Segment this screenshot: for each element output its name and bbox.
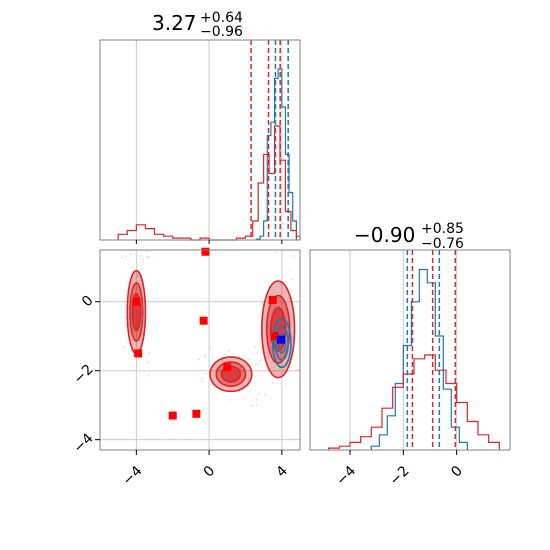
sample-dot [121,256,123,259]
sample-dot [147,361,149,364]
marginal-hist-param1 [99,39,301,244]
sample-dot [240,369,243,371]
title-param2-sub: −0.76 [421,236,464,252]
title-param1-sup: +0.64 [200,10,243,26]
x-tick-label: 4 [273,463,291,481]
sample-dot [258,393,260,395]
sample-dot [303,252,305,254]
sample-dot [142,261,144,263]
title-param1-value: 3.27 [152,11,197,35]
sample-dot [204,355,206,358]
x-tick-label: 0 [448,463,466,481]
sample-dot [297,369,299,372]
sample-dot [264,394,266,396]
sample-dot [303,372,305,374]
sample-dot [229,399,232,401]
scatter-point-red [132,297,141,306]
y-tick-label: −4 [71,430,97,456]
sample-dot [212,380,215,382]
sample-dot [291,297,294,300]
contour-level-3-1 [274,325,289,361]
sample-dot [272,382,275,384]
sample-dot [125,255,127,258]
y-tick-label: 0 [79,293,97,311]
sample-dot [284,384,287,387]
scatter-point-red [192,409,201,418]
marginal-hist-param2: −4 −2 0 [309,249,511,489]
x-tick-label: −2 [387,463,413,489]
sample-dot [255,363,257,366]
scatter-point-red [201,247,210,256]
sample-dot [209,347,211,350]
sample-dot [257,363,260,365]
sample-dot [123,346,126,349]
scatter-point-red [199,316,208,325]
sample-dot [283,370,286,372]
sample-dot [247,377,250,380]
sample-dot [227,350,230,352]
sample-dot [256,398,259,401]
panel1-frame [99,39,301,241]
sample-dot [275,252,277,254]
sample-dot [201,378,204,380]
sample-dot [248,358,251,361]
sample-dot [146,255,148,258]
sample-dot [133,369,135,371]
scatter-point-red [168,411,177,420]
sample-dot [147,374,150,377]
density-regions [121,250,305,407]
sample-dot [220,359,223,362]
hist-step-series-1 [117,125,297,241]
sample-dot [243,397,245,400]
sample-dot [140,255,142,257]
sample-dot [147,257,150,259]
sample-dot [129,253,132,255]
panel3-frame [309,249,511,451]
sample-dot [291,278,294,281]
sample-dot [137,275,139,277]
sample-dot [239,365,241,368]
scatter-point-red [134,349,143,358]
sample-dot [255,404,258,406]
y-tick-label: −2 [71,361,97,387]
sample-dot [254,346,256,348]
panel2-frame [99,249,301,451]
sample-dot [142,258,144,261]
scatter-point-red [268,296,277,304]
sample-dot [290,289,293,291]
sample-dot [259,359,261,362]
title-param2-sup: +0.85 [421,221,464,237]
sample-dot [289,269,291,272]
sample-dot [125,316,127,319]
sample-dot [148,352,151,354]
x-tick-label: −4 [120,463,146,489]
sample-dot [256,352,258,354]
sample-dot [293,255,296,257]
sample-dot [261,301,264,304]
sample-dot [247,385,250,388]
scatter-point-blue [276,335,285,344]
sample-dot [251,404,254,407]
sample-dot [135,286,138,288]
sample-dot [125,289,128,292]
title-param2-value: −0.90 [354,223,415,247]
scatter-point-red [223,363,232,372]
title-param1-sub: −0.96 [200,24,243,40]
contour-level-3-0 [271,318,292,369]
sample-dot [198,358,200,361]
title-param2: −0.90 [354,223,415,247]
sample-dot [204,372,207,375]
hist-step-series-1 [328,354,500,450]
x-tick-label: 0 [201,463,219,481]
sample-dot [130,266,133,269]
x-tick-label: −4 [333,463,359,489]
scatter-point-red [270,332,279,341]
hist-step-series-0 [255,68,301,240]
sample-dot [200,380,202,383]
title-param1: 3.27 [152,11,197,35]
joint-scatter-panel: −4 0 4 0 −2 −4 [71,247,305,489]
hist-step-series-0 [370,268,468,450]
